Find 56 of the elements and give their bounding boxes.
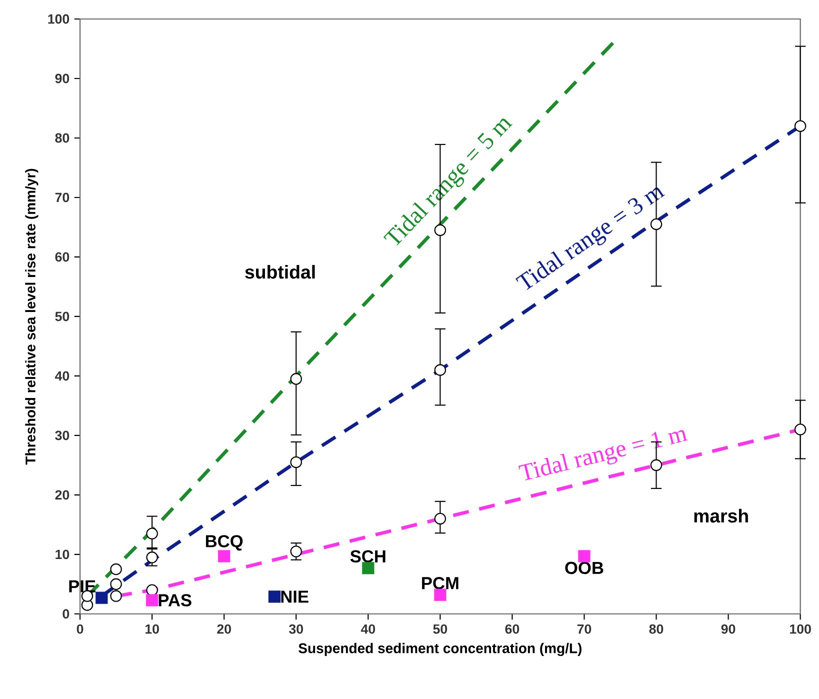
- y-tick-label: 80: [55, 133, 70, 143]
- point: [290, 373, 302, 385]
- annotation: marsh: [694, 508, 748, 523]
- y-tick-label: 20: [55, 490, 70, 500]
- point: [110, 563, 122, 576]
- y-tick-label: 60: [55, 252, 70, 262]
- x-tick-label: 20: [217, 624, 231, 634]
- x-tick-label: 0: [76, 624, 84, 634]
- x-tick-label: 100: [790, 624, 811, 634]
- point: [96, 592, 108, 604]
- point: [794, 424, 806, 436]
- x-tick-label: 50: [433, 624, 448, 634]
- y-tick-label: 70: [55, 192, 70, 202]
- y-tick-label: 10: [56, 550, 70, 560]
- point: [650, 218, 662, 230]
- point: [110, 578, 122, 590]
- annotation: PAS: [158, 594, 192, 606]
- x-tick-label: 80: [649, 624, 664, 634]
- point: [218, 550, 230, 562]
- x-tick-label: 10: [145, 624, 159, 634]
- point: [290, 546, 302, 558]
- annotation: BCQ: [206, 535, 243, 551]
- point: [794, 120, 806, 132]
- annotation: subtidal: [245, 265, 315, 279]
- point: [434, 364, 446, 376]
- point: [146, 552, 158, 564]
- annotation: NIE: [281, 590, 308, 603]
- point: [146, 528, 158, 540]
- point: [268, 590, 281, 603]
- y-tick-label: 50: [55, 312, 70, 322]
- x-tick-label: 40: [360, 624, 376, 634]
- point: [650, 459, 662, 472]
- point: [434, 512, 446, 525]
- y-tick-label: 0: [62, 609, 70, 619]
- x-tick-label: 70: [577, 624, 592, 634]
- annotation: SCH: [350, 550, 386, 563]
- annotation: PCM: [422, 577, 458, 590]
- y-axis-title: Threshold relative sea level rise rate (mm/yr): [25, 168, 38, 465]
- text: Tidal range = 3 m: [516, 188, 665, 290]
- point: [434, 588, 446, 601]
- y-tick-label: 40: [55, 371, 70, 381]
- x-axis-title: Suspended sediment concentration (mg/L): [298, 642, 582, 656]
- point: [434, 224, 446, 236]
- x-tick-label: 30: [289, 624, 304, 634]
- x-tick-label: 60: [505, 624, 520, 634]
- text: Tidal range = 1 m: [518, 430, 688, 480]
- point: [578, 550, 590, 562]
- annotation: OOB: [565, 562, 604, 574]
- point: [362, 562, 374, 574]
- y-tick-label: 100: [48, 14, 70, 24]
- y-tick-label: 30: [55, 430, 70, 440]
- point: [290, 456, 302, 468]
- y-tick-label: 90: [55, 74, 70, 84]
- x-tick-label: 90: [721, 624, 736, 634]
- point: [146, 594, 158, 606]
- point: [110, 590, 122, 602]
